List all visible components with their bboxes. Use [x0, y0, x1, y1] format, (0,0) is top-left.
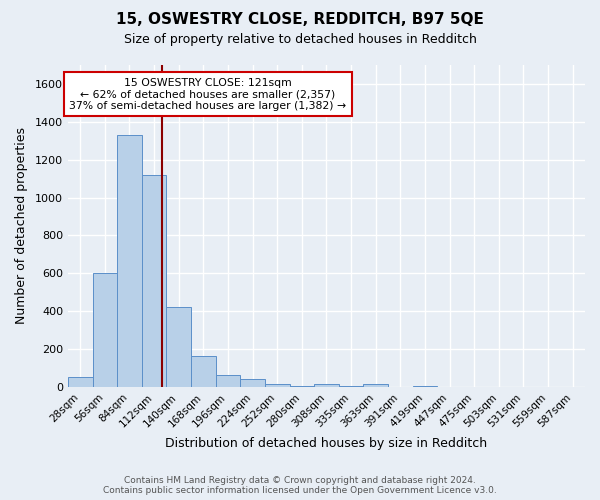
Bar — [68, 376, 92, 387]
X-axis label: Distribution of detached houses by size in Redditch: Distribution of detached houses by size … — [166, 437, 488, 450]
Bar — [240, 380, 265, 387]
Bar — [413, 386, 437, 387]
Text: 15, OSWESTRY CLOSE, REDDITCH, B97 5QE: 15, OSWESTRY CLOSE, REDDITCH, B97 5QE — [116, 12, 484, 28]
Text: 15 OSWESTRY CLOSE: 121sqm
← 62% of detached houses are smaller (2,357)
37% of se: 15 OSWESTRY CLOSE: 121sqm ← 62% of detac… — [69, 78, 346, 111]
Bar — [215, 374, 240, 387]
Text: Size of property relative to detached houses in Redditch: Size of property relative to detached ho… — [124, 32, 476, 46]
Bar — [265, 384, 290, 387]
Bar — [314, 384, 339, 387]
Bar — [92, 274, 117, 387]
Bar — [142, 175, 166, 387]
Bar — [166, 308, 191, 387]
Bar — [339, 386, 364, 387]
Y-axis label: Number of detached properties: Number of detached properties — [15, 128, 28, 324]
Bar — [117, 135, 142, 387]
Bar — [290, 386, 314, 387]
Bar — [191, 356, 215, 387]
Bar — [364, 384, 388, 387]
Text: Contains HM Land Registry data © Crown copyright and database right 2024.
Contai: Contains HM Land Registry data © Crown c… — [103, 476, 497, 495]
